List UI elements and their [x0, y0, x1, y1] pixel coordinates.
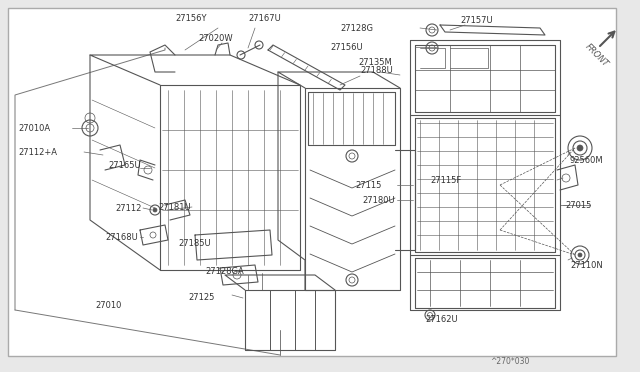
Text: ^270*030: ^270*030 — [490, 357, 529, 366]
Text: 27125: 27125 — [188, 294, 214, 302]
Text: 27185U: 27185U — [178, 238, 211, 247]
Text: 27112+A: 27112+A — [18, 148, 57, 157]
Text: 27020W: 27020W — [198, 33, 232, 42]
Circle shape — [153, 208, 157, 212]
Text: 27165U: 27165U — [108, 160, 141, 170]
Text: 27167U: 27167U — [248, 13, 281, 22]
FancyBboxPatch shape — [8, 8, 616, 356]
Text: 27156Y: 27156Y — [175, 13, 207, 22]
Text: 27157U: 27157U — [460, 16, 493, 25]
Circle shape — [578, 253, 582, 257]
Text: 92560M: 92560M — [570, 155, 604, 164]
Text: FRONT: FRONT — [584, 42, 611, 68]
Text: 27135M: 27135M — [358, 58, 392, 67]
Text: 27010: 27010 — [95, 301, 122, 310]
Text: 27180U: 27180U — [362, 196, 395, 205]
Text: 27110N: 27110N — [570, 260, 603, 269]
Text: 27010A: 27010A — [18, 124, 50, 132]
Text: 27112: 27112 — [115, 203, 141, 212]
Text: 27015: 27015 — [565, 201, 591, 209]
Text: 27188U: 27188U — [360, 65, 393, 74]
Text: 27156U: 27156U — [330, 42, 363, 51]
Circle shape — [577, 145, 583, 151]
Text: 27162U: 27162U — [425, 315, 458, 324]
Text: 27128GA: 27128GA — [205, 267, 244, 276]
Text: 27168U: 27168U — [105, 232, 138, 241]
Text: 27115: 27115 — [355, 180, 381, 189]
Text: 27181U: 27181U — [158, 202, 191, 212]
Text: 27128G: 27128G — [340, 23, 373, 32]
Text: 27115F: 27115F — [430, 176, 461, 185]
